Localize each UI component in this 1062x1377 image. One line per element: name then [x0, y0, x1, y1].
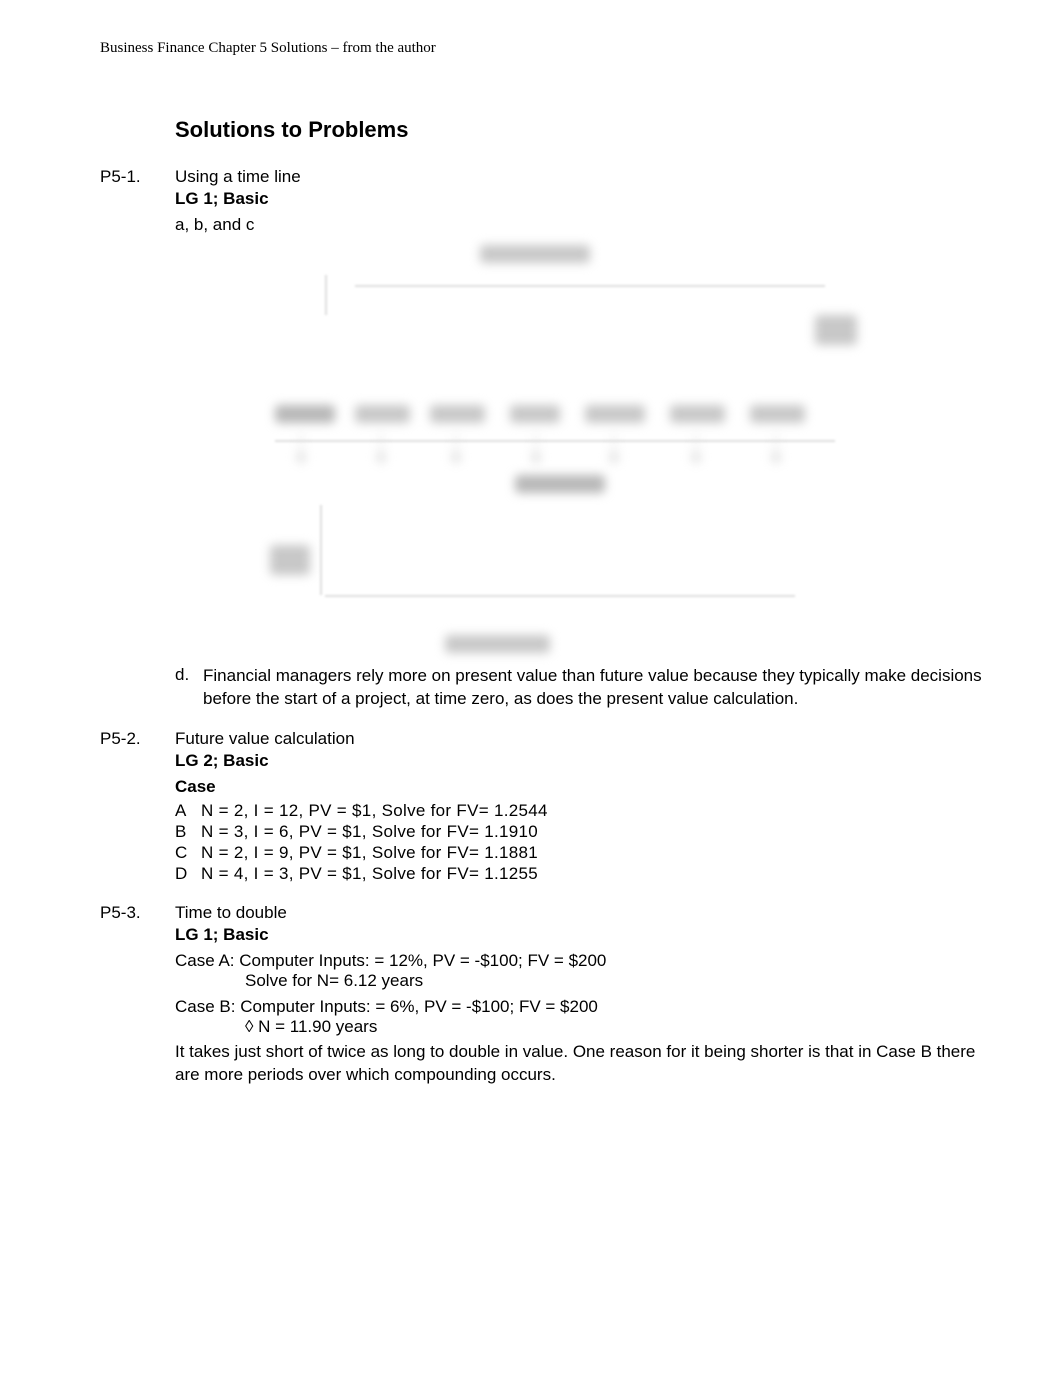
case-heading: Case [175, 777, 992, 797]
section-title: Solutions to Problems [175, 117, 992, 143]
problem-p5-2: P5-2. Future value calculation LG 2; Bas… [100, 729, 992, 885]
case-b-line2: ◊ N = 11.90 years [245, 1017, 992, 1037]
case-row: CN = 2, I = 9, PV = $1, Solve for FV= 1.… [175, 843, 992, 863]
lg-tag: LG 1; Basic [175, 189, 992, 209]
case-row: DN = 4, I = 3, PV = $1, Solve for FV= 1.… [175, 864, 992, 884]
item-d-label: d. [175, 665, 203, 711]
case-text: N = 2, I = 12, PV = $1, Solve for FV= 1.… [201, 801, 548, 820]
problem-id: P5-2. [100, 729, 175, 749]
case-label: B [175, 822, 201, 842]
lg-tag: LG 2; Basic [175, 751, 992, 771]
case-text: N = 2, I = 9, PV = $1, Solve for FV= 1.1… [201, 843, 538, 862]
item-d-text: Financial managers rely more on present … [203, 665, 992, 711]
case-label: A [175, 801, 201, 821]
lg-tag: LG 1; Basic [175, 925, 992, 945]
case-label: C [175, 843, 201, 863]
case-b-line1: Case B: Computer Inputs: = 6%, PV = -$10… [175, 997, 992, 1017]
problem-p5-1: P5-1. Using a time line LG 1; Basic a, b… [100, 167, 992, 711]
case-a-line2: Solve for N= 6.12 years [245, 971, 992, 991]
case-a-line1: Case A: Computer Inputs: = 12%, PV = -$1… [175, 951, 992, 971]
document-header: Business Finance Chapter 5 Solutions – f… [100, 40, 992, 57]
problem-title: Future value calculation [175, 729, 992, 749]
problem-id: P5-3. [100, 903, 175, 923]
problem-p5-3: P5-3. Time to double LG 1; Basic Case A:… [100, 903, 992, 1087]
abc-label: a, b, and c [175, 215, 992, 235]
problem-title: Using a time line [175, 167, 992, 187]
case-row: BN = 3, I = 6, PV = $1, Solve for FV= 1.… [175, 822, 992, 842]
conclusion-text: It takes just short of twice as long to … [175, 1041, 992, 1087]
case-row: AN = 2, I = 12, PV = $1, Solve for FV= 1… [175, 801, 992, 821]
case-text: N = 4, I = 3, PV = $1, Solve for FV= 1.1… [201, 864, 538, 883]
timeline-diagram [215, 245, 895, 655]
problem-id: P5-1. [100, 167, 175, 187]
case-label: D [175, 864, 201, 884]
case-text: N = 3, I = 6, PV = $1, Solve for FV= 1.1… [201, 822, 538, 841]
problem-title: Time to double [175, 903, 992, 923]
